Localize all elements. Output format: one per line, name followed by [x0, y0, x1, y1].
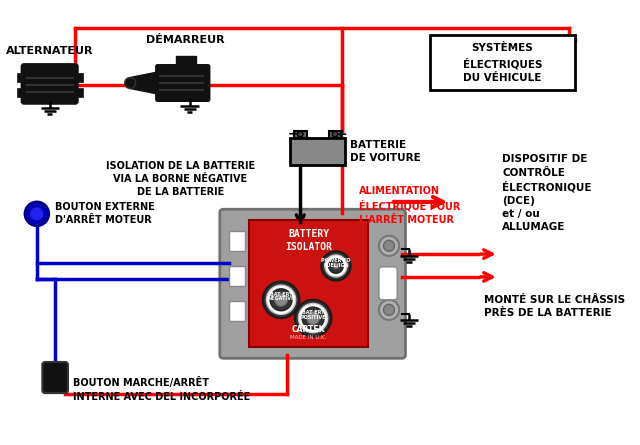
Circle shape [325, 255, 347, 277]
Text: ALTERNATEUR: ALTERNATEUR [6, 45, 93, 56]
Text: BAT ERY: BAT ERY [270, 292, 292, 297]
Text: BOUTON EXTERNE
D'ARRÊT MOTEUR: BOUTON EXTERNE D'ARRÊT MOTEUR [55, 202, 155, 226]
Circle shape [379, 300, 399, 320]
Text: BATTERY
ISOLATOR: BATTERY ISOLATOR [285, 229, 332, 251]
Circle shape [379, 236, 399, 256]
Bar [74, 73, 83, 82]
Circle shape [333, 263, 339, 269]
Polygon shape [130, 72, 157, 94]
Text: DISPOSITIF DE
CONTRÔLE
ÉLECTRONIQUE
(DCE)
et / ou
ALLUMAGE: DISPOSITIF DE CONTRÔLE ÉLECTRONIQUE (DCE… [502, 154, 592, 232]
Text: BATTERIE
DE VOITURE: BATTERIE DE VOITURE [349, 140, 420, 163]
Circle shape [266, 285, 296, 315]
Text: CARTEK: CARTEK [292, 324, 325, 334]
Text: ISOLATION DE LA BATTERIE
VIA LA BORNE NÉGATIVE
DE LA BATTERIE: ISOLATION DE LA BATTERIE VIA LA BORNE NÉ… [106, 161, 255, 197]
Bar [229, 266, 245, 286]
Bar [74, 88, 83, 97]
FancyBboxPatch shape [379, 267, 397, 300]
Bar [229, 231, 245, 251]
Circle shape [328, 259, 343, 273]
Circle shape [270, 289, 292, 311]
Bar [229, 301, 245, 321]
Circle shape [25, 202, 49, 226]
Circle shape [295, 300, 332, 336]
Circle shape [263, 282, 300, 318]
Circle shape [29, 206, 44, 221]
Circle shape [298, 303, 328, 333]
Bar [294, 130, 307, 138]
Text: ALIMENTATION
ÉLECTRIQUE POUR
L'ARRÊT MOTEUR: ALIMENTATION ÉLECTRIQUE POUR L'ARRÊT MOT… [359, 186, 460, 225]
Text: MONTÉ SUR LE CHÂSSIS
PRÈS DE LA BATTERIE: MONTÉ SUR LE CHÂSSIS PRÈS DE LA BATTERIE [484, 295, 625, 319]
Text: BOUTON MARCHE/ARRÊT
INTERNE AVEC DEL INCORPORÉE: BOUTON MARCHE/ARRÊT INTERNE AVEC DEL INC… [74, 377, 251, 401]
Circle shape [302, 307, 324, 329]
Text: SYSTÈMES
ÉLECTRIQUES
DU VÉHICULE: SYSTÈMES ÉLECTRIQUES DU VÉHICULE [463, 43, 542, 83]
FancyBboxPatch shape [42, 362, 68, 393]
Bar [176, 56, 196, 69]
Bar [17, 88, 26, 97]
Circle shape [298, 131, 303, 137]
Bar [328, 130, 342, 138]
FancyBboxPatch shape [220, 209, 406, 358]
Circle shape [275, 293, 287, 306]
Text: FUEL/IGN: FUEL/IGN [323, 263, 349, 267]
Text: −: − [288, 128, 298, 141]
Text: POSITIVE: POSITIVE [300, 315, 326, 320]
Circle shape [321, 251, 351, 281]
Text: DÉMARREUR: DÉMARREUR [146, 35, 225, 44]
Text: POWER TO: POWER TO [321, 258, 351, 263]
Circle shape [307, 312, 319, 324]
Text: NEGATIVE: NEGATIVE [268, 296, 295, 301]
Text: +: + [337, 128, 348, 141]
Bar [17, 73, 26, 82]
Circle shape [125, 77, 136, 89]
Bar [290, 138, 345, 166]
Circle shape [332, 131, 338, 137]
FancyBboxPatch shape [21, 64, 78, 104]
Circle shape [383, 240, 394, 251]
Bar [249, 220, 368, 348]
Text: MADE IN U.K.: MADE IN U.K. [291, 335, 326, 340]
Bar [430, 36, 575, 90]
FancyBboxPatch shape [156, 65, 210, 101]
Text: BAT ERY: BAT ERY [302, 310, 324, 315]
Circle shape [383, 304, 394, 316]
